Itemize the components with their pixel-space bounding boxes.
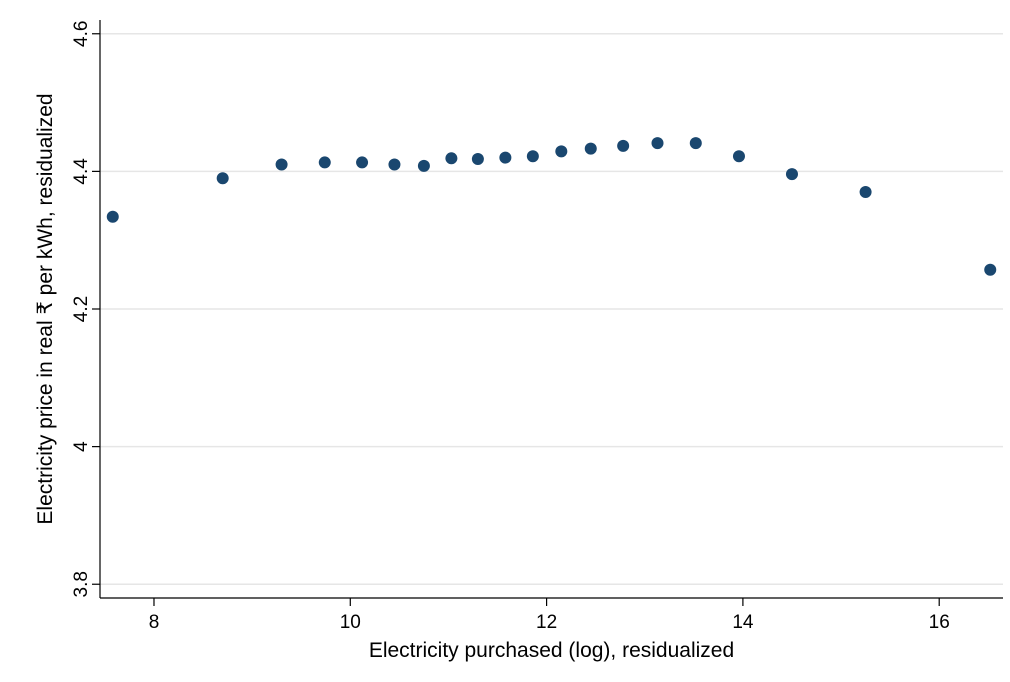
data-point-7 bbox=[445, 152, 458, 165]
data-point-0 bbox=[106, 210, 119, 223]
y-tick-label-1: 4 bbox=[71, 441, 92, 452]
data-point-5 bbox=[388, 158, 401, 171]
data-point-2 bbox=[275, 158, 288, 171]
x-axis-title: Electricity purchased (log), residualize… bbox=[369, 639, 734, 662]
data-point-17 bbox=[785, 168, 798, 181]
data-point-11 bbox=[555, 145, 568, 158]
data-point-13 bbox=[617, 139, 630, 152]
y-tick-label-2: 4.2 bbox=[71, 296, 92, 322]
x-tick-label-3: 14 bbox=[732, 612, 754, 633]
data-point-12 bbox=[584, 142, 597, 155]
x-tick-label-4: 16 bbox=[929, 612, 950, 633]
data-point-4 bbox=[356, 156, 369, 169]
data-point-3 bbox=[318, 156, 331, 169]
y-tick-label-3: 4.4 bbox=[71, 158, 92, 185]
data-point-6 bbox=[417, 159, 430, 172]
grid-lines bbox=[100, 32, 1003, 586]
data-point-8 bbox=[471, 152, 484, 165]
x-tick-label-0: 8 bbox=[149, 612, 160, 633]
x-tick-label-1: 10 bbox=[340, 612, 361, 633]
data-point-15 bbox=[689, 137, 702, 150]
y-axis-title: Electricity price in real ₹ per kWh, res… bbox=[34, 93, 57, 524]
data-point-9 bbox=[499, 151, 512, 164]
y-tick-label-0: 3.8 bbox=[71, 571, 92, 597]
data-point-19 bbox=[984, 263, 997, 276]
y-ticks: 3.8 4 4.2 4.4 4.6 bbox=[71, 21, 100, 597]
data-point-1 bbox=[216, 172, 229, 185]
data-points bbox=[106, 137, 997, 276]
x-ticks: 8 10 12 14 16 bbox=[149, 598, 950, 633]
y-tick-label-4: 4.6 bbox=[71, 21, 92, 47]
data-point-18 bbox=[859, 186, 872, 199]
data-point-10 bbox=[526, 150, 539, 163]
x-tick-label-2: 12 bbox=[536, 612, 557, 633]
data-point-16 bbox=[732, 150, 745, 163]
data-point-14 bbox=[651, 137, 664, 150]
